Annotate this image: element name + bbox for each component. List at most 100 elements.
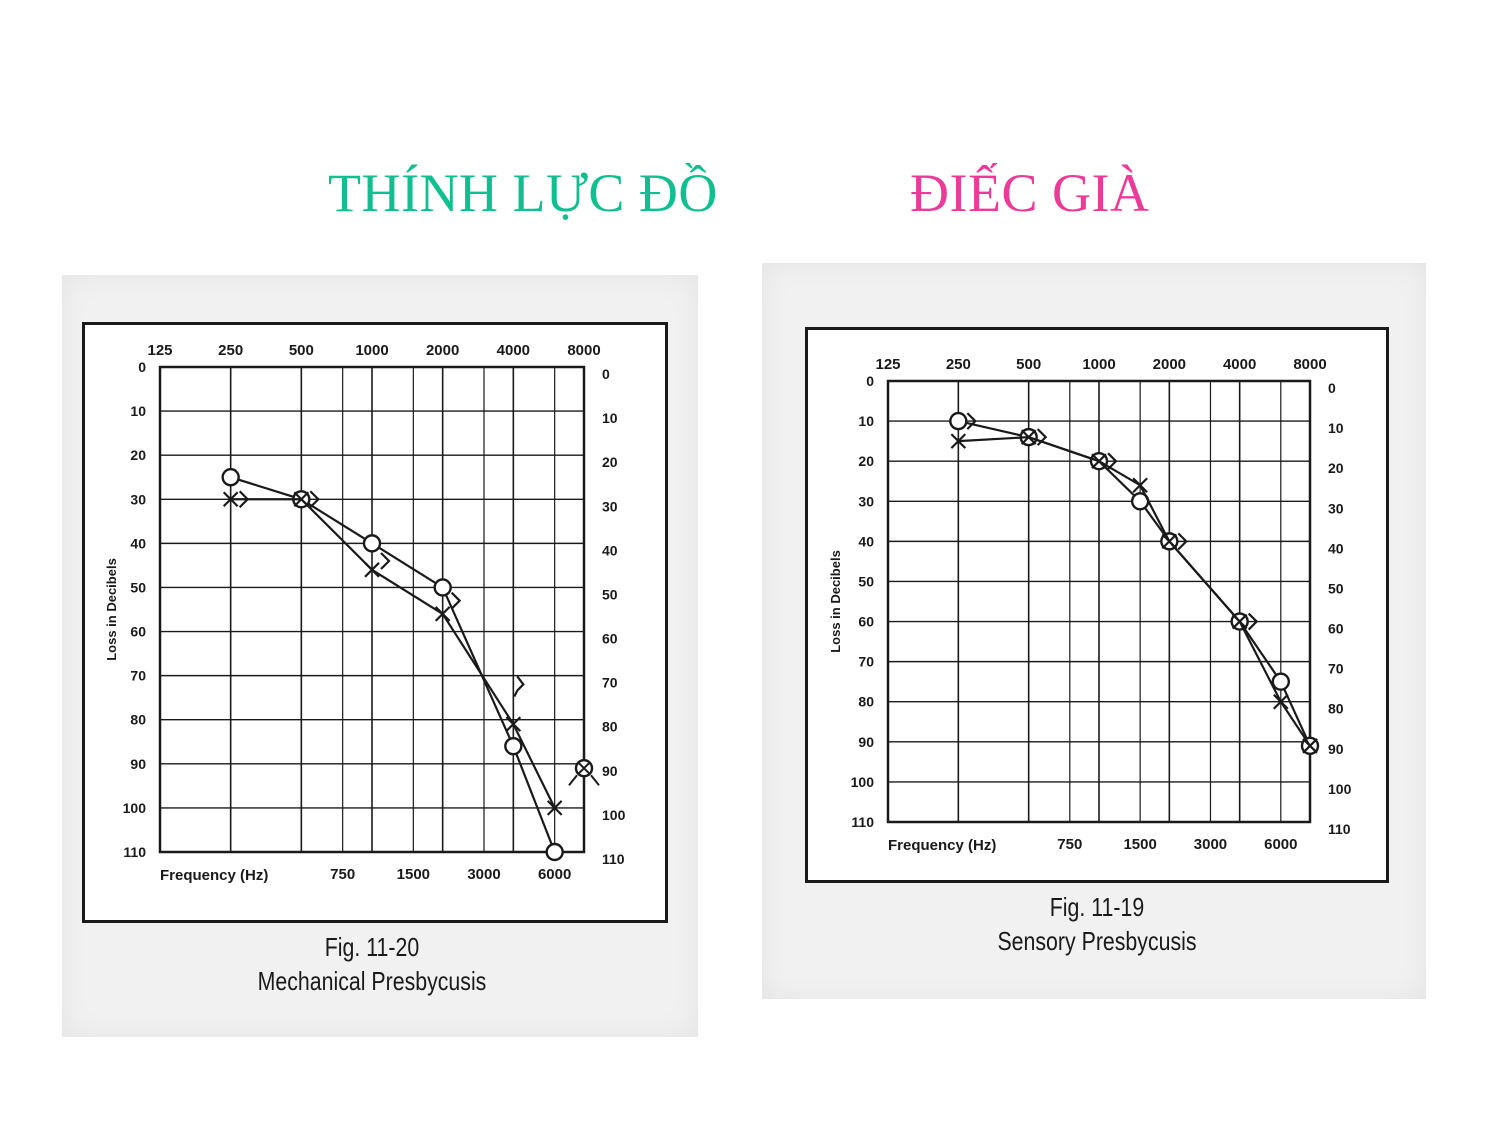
x-tick-label-top: 500 (1016, 356, 1041, 373)
marker-bone-bracket (1247, 612, 1259, 631)
x-tick-label-bottom: 3000 (467, 866, 500, 883)
marker-circle (362, 534, 382, 553)
y-tick-label-left: 0 (138, 359, 146, 375)
y-tick-label-right: 90 (1328, 741, 1344, 757)
marker-cross (1020, 429, 1037, 445)
audiogram-panel-mechanical: 125 250 500 1000 2000 4000 8000 750 1500 3000 6000… (62, 275, 698, 1037)
marker-circle (221, 468, 240, 487)
marker-cross (577, 761, 591, 775)
x-tick-label-bottom: 6000 (538, 866, 571, 883)
y-tick-label-right: 0 (1328, 380, 1336, 396)
x-tick-label-bottom: 6000 (1264, 836, 1297, 853)
marker-cross (222, 491, 239, 508)
x-tick-label-top: 1000 (1082, 356, 1115, 373)
y-axis-title: Loss in Decibels (104, 558, 119, 661)
marker-circle (433, 578, 452, 597)
marker-cross (1132, 477, 1148, 494)
x-tick-label-top: 500 (289, 342, 314, 359)
y-tick-label-right: 20 (1328, 460, 1344, 476)
y-tick-label-left: 40 (130, 535, 146, 551)
x-tick-label-top: 250 (946, 356, 971, 373)
y-tick-label-left: 60 (130, 624, 146, 640)
marker-no-response (513, 675, 525, 697)
chart-frame (82, 322, 668, 923)
y-tick-label-right: 50 (1328, 580, 1344, 596)
x-tick-label-top: 8000 (567, 342, 600, 359)
y-tick-label-right: 10 (602, 410, 618, 426)
y-tick-label-left: 100 (123, 800, 147, 816)
x-tick-label-top: 4000 (497, 342, 530, 359)
y-tick-label-left: 90 (130, 756, 146, 772)
x-tick-label-top: 125 (875, 356, 900, 373)
y-tick-label-left: 20 (858, 453, 874, 469)
y-tick-label-left: 0 (866, 373, 874, 389)
series-line-cross (958, 436, 1311, 747)
marker-circle (504, 736, 523, 756)
marker-no-response-arrows (568, 774, 600, 786)
chart-frame (805, 327, 1389, 883)
y-tick-label-right: 80 (1328, 701, 1344, 717)
marker-bone-bracket (1036, 428, 1048, 446)
audiogram-sensory: 125 250 500 1000 2000 4000 8000 750 1500 30 0 0 6000… (828, 356, 1352, 854)
y-tick-label-left: 80 (130, 712, 146, 728)
slide-title-left: THÍNH LỰC ĐỒ (328, 163, 718, 223)
marker-cross (1161, 533, 1178, 550)
marker-circle (1271, 672, 1291, 691)
x-tick-label-bottom: 1500 (1123, 836, 1156, 853)
y-tick-label-right: 70 (1328, 661, 1344, 677)
y-tick-label-left: 110 (123, 844, 146, 860)
y-tick-label-left: 30 (858, 493, 874, 509)
y-tick-label-right: 100 (1328, 781, 1352, 797)
series-line-circle (958, 420, 1312, 747)
x-tick-label-top: 8000 (1293, 356, 1326, 373)
y-tick-label-right: 60 (602, 631, 618, 647)
x-tick-label-top: 1000 (355, 342, 388, 359)
series-line-cross (230, 498, 556, 809)
y-tick-label-right: 110 (1328, 821, 1351, 837)
y-tick-label-right: 0 (602, 366, 610, 382)
marker-cross (505, 716, 522, 732)
y-tick-label-left: 90 (858, 734, 874, 750)
x-axis-title: Frequency (Hz) (888, 837, 996, 854)
y-tick-label-right: 100 (602, 807, 626, 823)
figure-caption: Fig. 11-20 Mechanical Presbycusis (208, 930, 536, 998)
figure-number: Fig. 11-19 (1049, 892, 1145, 922)
y-tick-label-left: 40 (858, 533, 874, 549)
y-tick-label-left: 100 (851, 774, 875, 790)
x-tick-label-bottom: 750 (1057, 836, 1082, 853)
x-tick-label-top: 4000 (1223, 356, 1256, 373)
slide-title-right: ĐIẾC GIÀ (910, 163, 1150, 223)
y-tick-label-right: 110 (602, 851, 625, 867)
x-tick-label-top: 125 (147, 342, 172, 359)
y-tick-label-right: 50 (602, 586, 618, 602)
y-tick-label-left: 80 (858, 694, 874, 710)
marker-cross (1231, 613, 1248, 630)
marker-bone-bracket (1177, 532, 1188, 551)
y-tick-label-right: 40 (1328, 540, 1344, 556)
y-tick-label-left: 20 (130, 447, 146, 463)
x-tick-label-top: 2000 (1153, 356, 1186, 373)
marker-cross (1273, 693, 1289, 710)
figure-subtitle: Mechanical Presbycusis (257, 966, 487, 996)
y-tick-label-left: 50 (130, 579, 146, 595)
y-tick-label-right: 40 (602, 542, 618, 558)
marker-cross (293, 491, 310, 508)
marker-circle (545, 842, 564, 862)
y-tick-label-right: 80 (602, 719, 618, 735)
y-tick-label-left: 70 (858, 654, 874, 670)
series-line-circle (230, 476, 556, 853)
y-tick-label-right: 60 (1328, 621, 1344, 637)
marker-cross (434, 606, 451, 622)
x-tick-label-bottom: 750 (330, 866, 355, 883)
marker-cross (950, 433, 967, 449)
y-tick-label-left: 30 (130, 491, 146, 507)
y-axis-title: Loss in Decibels (828, 550, 843, 653)
y-tick-label-left: 110 (851, 814, 874, 830)
x-tick-label-top: 2000 (426, 342, 459, 359)
y-tick-label-right: 20 (602, 454, 618, 470)
x-tick-label-top: 250 (218, 342, 243, 359)
y-tick-label-right: 70 (602, 675, 618, 691)
y-tick-label-left: 50 (858, 573, 874, 589)
y-tick-label-right: 30 (1328, 500, 1344, 516)
marker-bone-bracket (309, 490, 320, 509)
